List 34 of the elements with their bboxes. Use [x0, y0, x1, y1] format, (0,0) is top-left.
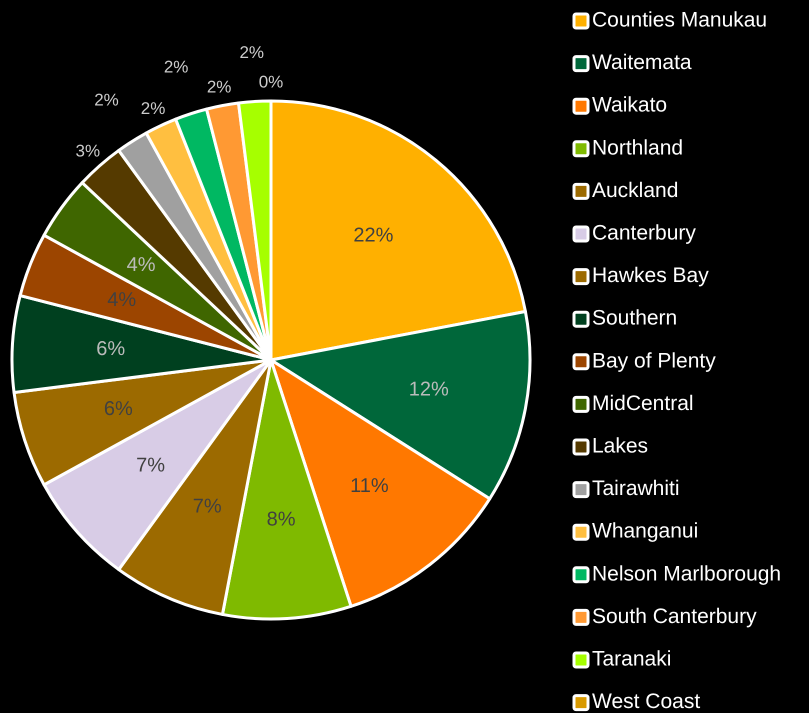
legend-label: Waikato	[592, 94, 668, 117]
text: 0%	[258, 72, 284, 92]
legend-label: Taranaki	[592, 648, 672, 671]
legend-label: Bay of Plenty	[592, 349, 716, 372]
data-label: 22%	[353, 224, 394, 247]
data-label: 4%	[107, 289, 136, 312]
legend-label: Auckland	[592, 178, 678, 202]
data-label: 8%	[266, 508, 296, 531]
legend-label: Waitemata	[592, 51, 692, 74]
legend-label: Lakes	[592, 434, 648, 458]
data-label: 7%	[136, 454, 166, 476]
data-label: 12%	[408, 378, 449, 400]
legend-label: Counties Manukau	[592, 8, 768, 32]
legend-label: Canterbury	[592, 222, 696, 245]
legend-label: Whanganui	[592, 520, 698, 543]
data-label: 2%	[140, 98, 166, 118]
data-label: 2%	[164, 58, 188, 77]
legend-label: West Coast	[592, 690, 700, 713]
data-label: 2%	[206, 77, 232, 96]
data-label: 7%	[192, 496, 222, 518]
legend-label: South Canterbury	[592, 604, 758, 628]
data-label: 11%	[350, 475, 389, 498]
data-label: 6%	[96, 338, 126, 360]
legend-label: Nelson Marlborough	[592, 562, 782, 586]
data-label: 2%	[239, 43, 264, 62]
data-label: 4%	[126, 254, 156, 276]
data-label: 3%	[76, 142, 100, 161]
legend-label: Tairawhiti	[592, 477, 680, 500]
data-label: 6%	[104, 398, 133, 420]
legend-label: Southern	[592, 306, 678, 330]
legend-label: Northland	[592, 136, 684, 160]
legend-label: Hawkes Bay	[592, 264, 710, 288]
legend-label: MidCentral	[592, 392, 694, 415]
data-label: 2%	[94, 90, 119, 110]
